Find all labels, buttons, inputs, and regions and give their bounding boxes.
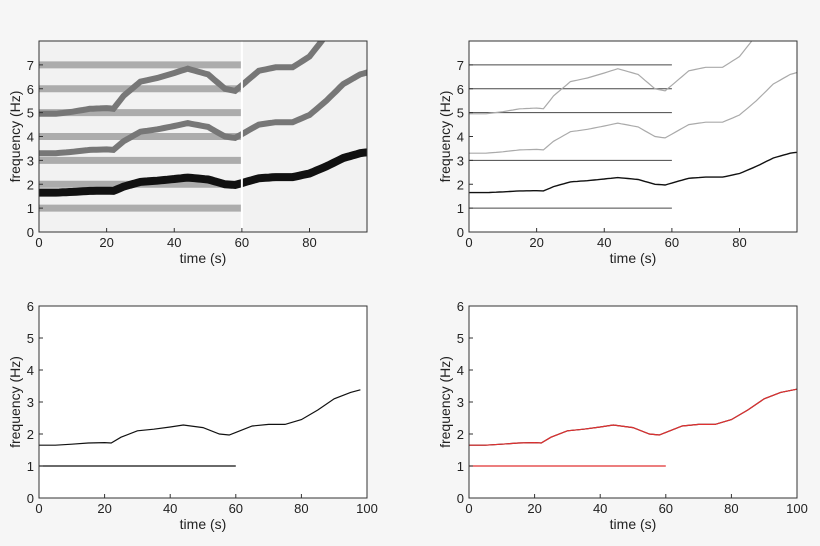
plot-marks — [469, 41, 797, 209]
chart-panel-top-right: 0 20 40 60 80 0 1 2 3 4 5 6 7 time (s) frequency (Hz) — [437, 40, 798, 266]
x-tick-label: 40 — [597, 235, 611, 250]
y-tick-label: 6 — [457, 82, 464, 97]
y-tick-label: 1 — [457, 201, 464, 216]
y-tick-label: 7 — [27, 58, 34, 73]
y-tick-label: 2 — [457, 177, 464, 192]
x-axis-label: time (s) — [180, 516, 227, 532]
x-tick-label: 0 — [35, 501, 42, 516]
harmonic-ridge-1 — [469, 151, 797, 194]
y-axis-label: frequency (Hz) — [7, 91, 23, 183]
harmonic-ridge-3 — [39, 41, 326, 117]
y-tick-label: 3 — [27, 153, 34, 168]
y-tick-label: 1 — [27, 459, 34, 474]
y-tick-label: 0 — [457, 225, 464, 240]
plot-area — [469, 306, 797, 498]
x-tick-label: 0 — [465, 235, 472, 250]
x-tick-label: 100 — [786, 501, 808, 516]
harmonic-ridge-1 — [39, 148, 367, 197]
y-axis-label: frequency (Hz) — [437, 356, 453, 448]
harmonic-ridge-3 — [469, 41, 753, 115]
y-tick-label: 0 — [457, 491, 464, 506]
y-tick-label: 4 — [457, 130, 464, 145]
x-tick-label: 20 — [97, 501, 111, 516]
x-tick-label: 40 — [163, 501, 177, 516]
y-axis-label: frequency (Hz) — [437, 91, 453, 183]
harmonic-ridge-2 — [469, 71, 797, 154]
y-tick-label: 2 — [457, 427, 464, 442]
y-tick-label: 5 — [457, 331, 464, 346]
chart-panel-bottom-left: 0 20 40 60 80 100 0 1 2 3 4 5 6 time (s) frequency (Hz… — [7, 299, 378, 532]
y-tick-label: 2 — [27, 427, 34, 442]
y-tick-label: 5 — [457, 106, 464, 121]
x-tick-label: 80 — [732, 235, 746, 250]
y-tick-label: 0 — [27, 491, 34, 506]
y-tick-label: 1 — [27, 201, 34, 216]
x-tick-label: 80 — [724, 501, 738, 516]
x-axis-label: time (s) — [610, 250, 657, 266]
x-tick-label: 0 — [465, 501, 472, 516]
y-tick-label: 3 — [457, 153, 464, 168]
x-tick-label: 60 — [229, 501, 243, 516]
y-tick-label: 0 — [27, 225, 34, 240]
y-tick-label: 7 — [457, 58, 464, 73]
y-tick-label: 4 — [27, 363, 34, 378]
x-tick-label: 60 — [659, 501, 673, 516]
harmonic-ridge-2 — [39, 69, 367, 157]
y-tick-label: 4 — [457, 363, 464, 378]
x-tick-label: 100 — [356, 501, 378, 516]
x-tick-label: 20 — [99, 235, 113, 250]
y-tick-label: 5 — [27, 106, 34, 121]
y-axis-label: frequency (Hz) — [7, 356, 23, 448]
chart-panel-bottom-right: 0 20 40 60 80 100 0 1 2 3 4 5 6 time (s) frequency (Hz… — [437, 299, 808, 532]
plot-marks — [39, 41, 367, 232]
x-tick-label: 40 — [593, 501, 607, 516]
x-tick-label: 20 — [529, 235, 543, 250]
series-line-1 — [469, 388, 797, 446]
chart-panel-top-left: 0 20 40 60 80 0 1 2 3 4 5 6 7 time (s) frequency (Hz) — [7, 40, 368, 266]
y-tick-label: 3 — [27, 395, 34, 410]
plot-marks — [39, 389, 361, 467]
y-tick-label: 3 — [457, 395, 464, 410]
x-tick-label: 80 — [294, 501, 308, 516]
x-tick-label: 80 — [302, 235, 316, 250]
y-tick-label: 6 — [27, 82, 34, 97]
y-tick-label: 1 — [457, 459, 464, 474]
y-tick-label: 5 — [27, 331, 34, 346]
x-axis-label: time (s) — [180, 250, 227, 266]
y-tick-label: 6 — [27, 299, 34, 314]
x-tick-label: 0 — [35, 235, 42, 250]
x-tick-label: 60 — [235, 235, 249, 250]
x-tick-label: 20 — [527, 501, 541, 516]
plot-area — [469, 41, 797, 232]
x-axis-label: time (s) — [610, 516, 657, 532]
series-line-0 — [39, 389, 361, 446]
y-tick-label: 6 — [457, 299, 464, 314]
y-tick-label: 2 — [27, 177, 34, 192]
plot-area — [39, 306, 367, 498]
x-tick-label: 40 — [167, 235, 181, 250]
x-tick-label: 60 — [665, 235, 679, 250]
plot-marks — [469, 388, 797, 467]
y-tick-label: 4 — [27, 130, 34, 145]
